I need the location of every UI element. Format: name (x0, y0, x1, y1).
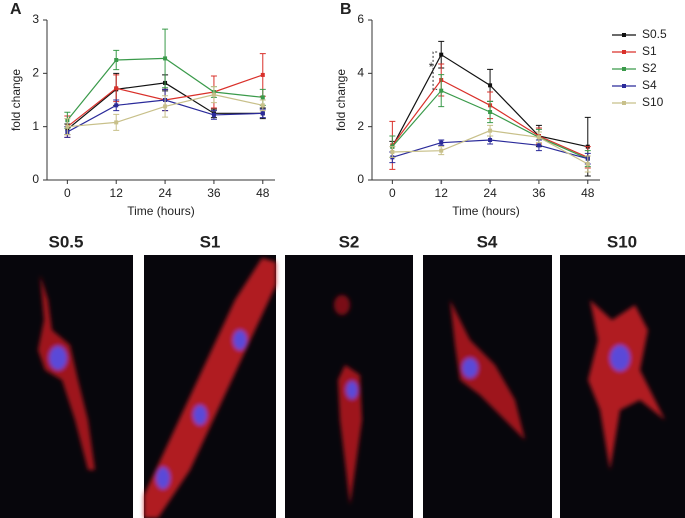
marker (260, 72, 265, 77)
annotation-bracket (432, 51, 438, 90)
x-tick-label: 48 (256, 186, 270, 200)
x-tick-label: 24 (483, 186, 497, 200)
image-label: S2 (339, 232, 360, 251)
legend-label: S1 (642, 44, 657, 58)
marker (439, 140, 444, 145)
marker (488, 83, 493, 88)
y-tick-label: 6 (357, 12, 364, 26)
y-tick-label: 4 (357, 66, 364, 80)
x-axis-label: Time (hours) (127, 204, 195, 218)
legend-marker (622, 50, 626, 54)
cell (588, 300, 665, 470)
x-tick-label: 48 (581, 186, 595, 200)
panel-label: B (340, 1, 352, 18)
cell (38, 275, 95, 470)
annotation: * (429, 60, 434, 74)
marker (260, 95, 265, 100)
marker (439, 52, 444, 57)
legend-marker (622, 67, 626, 71)
legend-marker (622, 101, 626, 105)
marker (260, 111, 265, 116)
cell (144, 258, 276, 518)
y-tick-label: 3 (32, 12, 39, 26)
image-label: S1 (200, 232, 221, 251)
image-label: S0.5 (49, 232, 84, 251)
x-tick-label: 0 (389, 186, 396, 200)
y-tick-label: 0 (357, 172, 364, 186)
legend-label: S2 (642, 61, 657, 75)
marker (163, 104, 168, 109)
image-label: S4 (477, 232, 498, 251)
marker (65, 124, 70, 129)
y-tick-label: 2 (357, 119, 364, 133)
y-axis-label: fold change (9, 69, 23, 131)
x-tick-label: 0 (64, 186, 71, 200)
legend-label: S4 (642, 78, 657, 92)
marker (488, 110, 493, 114)
x-tick-label: 36 (532, 186, 546, 200)
marker (585, 162, 590, 166)
marker (488, 138, 493, 142)
marker (114, 120, 119, 125)
image-label: S10 (607, 232, 637, 251)
legend-marker (622, 33, 626, 37)
panel-label: A (10, 1, 22, 18)
marker (439, 148, 444, 153)
y-axis-label: fold change (334, 69, 348, 131)
marker (536, 143, 541, 148)
marker (439, 88, 444, 93)
marker (211, 92, 216, 97)
micrographs (0, 255, 685, 518)
cell (334, 295, 362, 505)
marker (114, 58, 119, 62)
y-tick-label: 0 (32, 172, 39, 186)
y-tick-label: 2 (32, 66, 39, 80)
marker (390, 150, 395, 154)
x-tick-label: 24 (158, 186, 172, 200)
legend-label: S0.5 (642, 27, 667, 41)
cell (450, 300, 525, 440)
marker (163, 56, 168, 61)
x-tick-label: 12 (110, 186, 124, 200)
x-axis-label: Time (hours) (452, 204, 520, 218)
x-tick-label: 12 (435, 186, 449, 200)
marker (211, 112, 216, 117)
marker (260, 103, 265, 108)
marker (488, 128, 493, 133)
y-tick-label: 1 (32, 119, 39, 133)
x-tick-label: 36 (207, 186, 221, 200)
marker (536, 135, 541, 140)
marker (114, 103, 119, 108)
legend-label: S10 (642, 95, 664, 109)
marker (114, 86, 119, 91)
legend-marker (622, 84, 626, 88)
